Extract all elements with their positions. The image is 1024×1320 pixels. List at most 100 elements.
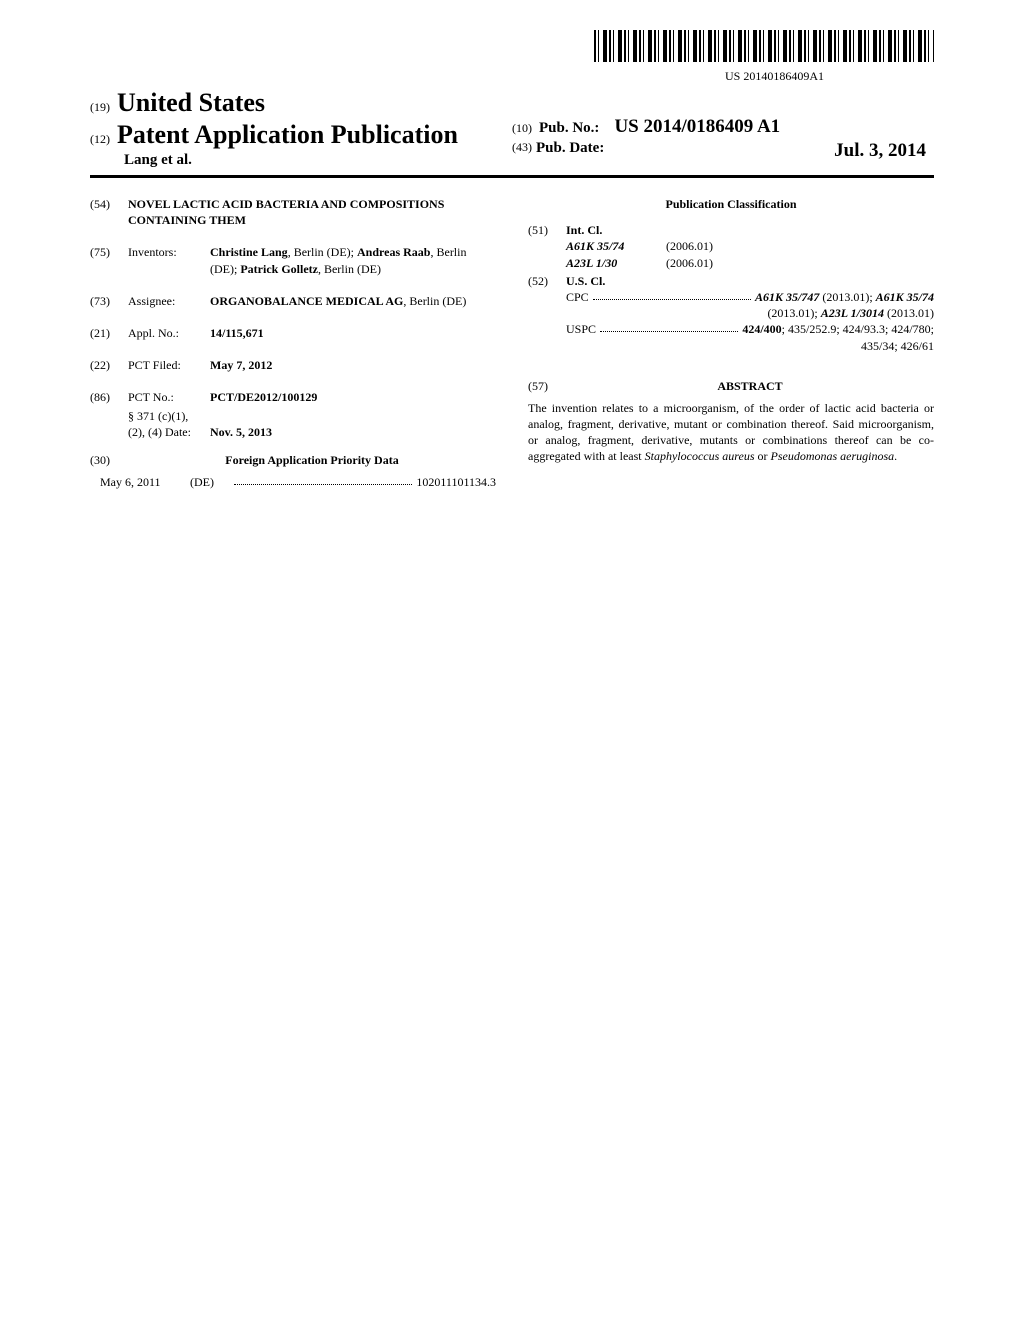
pctno-value: PCT/DE2012/100129 — [210, 389, 496, 405]
inventors-label: Inventors: — [128, 244, 210, 276]
priority-country: (DE) — [190, 474, 230, 490]
field-86: (86) PCT No.: PCT/DE2012/100129 — [90, 389, 496, 405]
cpc-2b: A23L 1/3014 — [821, 306, 884, 320]
assignee-value: ORGANOBALANCE MEDICAL AG, Berlin (DE) — [210, 293, 496, 309]
cpc-label: CPC — [566, 289, 589, 305]
inventors-value: Christine Lang, Berlin (DE); Andreas Raa… — [210, 244, 496, 276]
uspc-line-2: 435/34; 426/61 — [566, 338, 934, 354]
uspc-1b: ; 435/252.9; 424/93.3; 424/780; — [782, 322, 934, 336]
pubdate-line: (43) Pub. Date: Jul. 3, 2014 — [512, 140, 934, 162]
barcode-text: US 20140186409A1 — [90, 69, 934, 84]
inventor-2-name: Andreas Raab — [357, 245, 430, 259]
publication-type: Patent Application Publication — [117, 120, 458, 149]
priority-date: May 6, 2011 — [90, 474, 190, 490]
inventor-3-name: Patrick Golletz — [240, 262, 318, 276]
header-rule — [90, 175, 934, 178]
cpc-dots — [593, 289, 751, 300]
field-54: (54) NOVEL LACTIC ACID BACTERIA AND COMP… — [90, 196, 496, 228]
intcl-0-cls: A61K 35/74 — [566, 238, 666, 254]
s371-date-value: Nov. 5, 2013 — [210, 424, 272, 440]
species-2: Pseudomonas aeruginosa — [771, 449, 895, 463]
two-columns: (54) NOVEL LACTIC ACID BACTERIA AND COMP… — [90, 196, 934, 490]
header-left: (19) United States (12) Patent Applicati… — [90, 88, 512, 169]
cpc-1b: (2013.01); — [819, 290, 875, 304]
cpc-2c: (2013.01) — [884, 306, 934, 320]
pctfiled-value: May 7, 2012 — [210, 357, 496, 373]
code-22: (22) — [90, 357, 128, 373]
code-12: (12) — [90, 132, 110, 146]
classification-heading: Publication Classification — [528, 196, 934, 212]
priority-heading: Foreign Application Priority Data — [128, 452, 496, 468]
intcl-row-1: A23L 1/30 (2006.01) — [566, 255, 934, 271]
assignee-loc: , Berlin (DE) — [403, 294, 466, 308]
barcode — [594, 30, 934, 62]
cpc-line-1: CPC A61K 35/747 (2013.01); A61K 35/74 — [566, 289, 934, 305]
intcl-row-0: A61K 35/74 (2006.01) — [566, 238, 934, 254]
abstract-text: The invention relates to a microorganism… — [528, 400, 934, 465]
code-51: (51) — [528, 222, 566, 271]
species-1: Staphylococcus aureus — [645, 449, 755, 463]
patent-page: US 20140186409A1 (19) United States (12)… — [0, 0, 1024, 490]
uspc-label: USPC — [566, 321, 596, 337]
pubtype-line: (12) Patent Application Publication — [90, 120, 512, 150]
assignee-label: Assignee: — [128, 293, 210, 309]
code-52: (52) — [528, 273, 566, 354]
code-43: (43) — [512, 140, 532, 162]
code-54: (54) — [90, 196, 128, 228]
cpc-2a: (2013.01); — [767, 306, 820, 320]
applno-value: 14/115,671 — [210, 325, 496, 341]
field-73: (73) Assignee: ORGANOBALANCE MEDICAL AG,… — [90, 293, 496, 309]
pubdate-label: Pub. Date: — [536, 140, 604, 162]
field-52: (52) U.S. Cl. CPC A61K 35/747 (2013.01);… — [528, 273, 934, 354]
country-line: (19) United States — [90, 88, 512, 118]
field-51: (51) Int. Cl. A61K 35/74 (2006.01) A23L … — [528, 222, 934, 271]
abstract-period: . — [894, 449, 897, 463]
uspc-line-1: USPC 424/400; 435/252.9; 424/93.3; 424/7… — [566, 321, 934, 337]
pctfiled-label: PCT Filed: — [128, 357, 210, 373]
applno-label: Appl. No.: — [128, 325, 210, 341]
left-column: (54) NOVEL LACTIC ACID BACTERIA AND COMP… — [90, 196, 496, 490]
pubno-label: Pub. No.: — [539, 120, 599, 136]
intcl-1-cls: A23L 1/30 — [566, 255, 666, 271]
header-right: (10) Pub. No.: US 2014/0186409 A1 (43) P… — [512, 88, 934, 162]
pubdate-value: Jul. 3, 2014 — [834, 140, 934, 162]
field-30: (30) Foreign Application Priority Data — [90, 452, 496, 468]
barcode-area: US 20140186409A1 — [90, 30, 934, 84]
code-21: (21) — [90, 325, 128, 341]
code-19: (19) — [90, 100, 110, 114]
inventor-1-name: Christine Lang — [210, 245, 288, 259]
cpc-line1-content: A61K 35/747 (2013.01); A61K 35/74 — [755, 289, 934, 305]
abstract-heading: ABSTRACT — [566, 378, 934, 394]
field-57: (57) ABSTRACT — [528, 378, 934, 394]
intcl-0-ver: (2006.01) — [666, 238, 934, 254]
s371-line2: (2), (4) Date: Nov. 5, 2013 — [128, 424, 496, 440]
right-column: Publication Classification (51) Int. Cl.… — [528, 196, 934, 490]
field-22: (22) PCT Filed: May 7, 2012 — [90, 357, 496, 373]
cpc-1c: A61K 35/74 — [876, 290, 934, 304]
intcl-1-ver: (2006.01) — [666, 255, 934, 271]
abstract-or: or — [755, 449, 771, 463]
code-86: (86) — [90, 389, 128, 405]
intcl-label: Int. Cl. — [566, 222, 934, 238]
uscl-label: U.S. Cl. — [566, 273, 934, 289]
uspc-line1-content: 424/400; 435/252.9; 424/93.3; 424/780; — [742, 321, 934, 337]
code-57: (57) — [528, 378, 566, 394]
code-10: (10) — [512, 121, 532, 135]
cpc-line-2: (2013.01); A23L 1/3014 (2013.01) — [566, 305, 934, 321]
priority-number: 102011101134.3 — [416, 474, 496, 490]
authors-top: Lang et al. — [124, 152, 512, 169]
cpc-1a: A61K 35/747 — [755, 290, 819, 304]
code-73: (73) — [90, 293, 128, 309]
pubno-value: US 2014/0186409 A1 — [614, 116, 780, 137]
code-75: (75) — [90, 244, 128, 276]
priority-row: May 6, 2011 (DE) 102011101134.3 — [90, 474, 496, 490]
pubno-line: (10) Pub. No.: US 2014/0186409 A1 — [512, 116, 934, 138]
assignee-name: ORGANOBALANCE MEDICAL AG — [210, 294, 403, 308]
s371-line1: § 371 (c)(1), — [128, 408, 496, 424]
pctno-label: PCT No.: — [128, 389, 210, 405]
inventor-3-loc: , Berlin (DE) — [318, 262, 381, 276]
invention-title: NOVEL LACTIC ACID BACTERIA AND COMPOSITI… — [128, 196, 496, 228]
inventor-1-loc: , Berlin (DE); — [288, 245, 357, 259]
s371-date-label: (2), (4) Date: — [128, 424, 210, 440]
uspc-1a: 424/400 — [742, 322, 781, 336]
